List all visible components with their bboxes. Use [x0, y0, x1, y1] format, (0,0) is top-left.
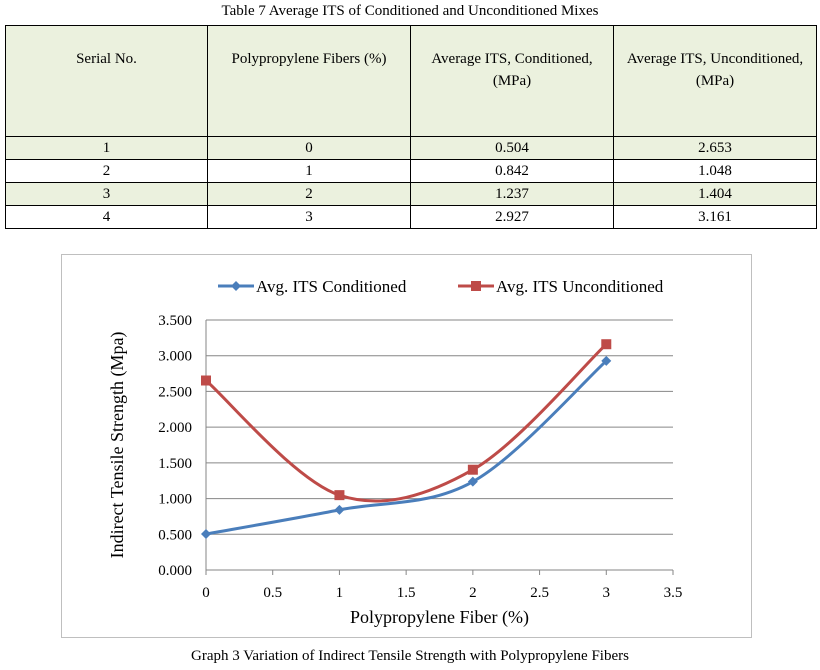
cell-its-unconditioned: 1.048 [613, 159, 817, 183]
table-row: 1 0 0.504 2.653 [5, 136, 817, 160]
x-tick-label: 1.5 [397, 585, 416, 601]
cell-fiber-percent: 2 [207, 182, 411, 206]
cell-its-conditioned: 1.237 [410, 182, 614, 206]
cell-its-conditioned: 0.842 [410, 159, 614, 183]
x-tick-label: 2 [469, 585, 477, 601]
series-1-point [467, 476, 478, 487]
cell-its-unconditioned: 3.161 [613, 205, 817, 229]
y-axis-title: Indirect Tensile Strength (Mpa) [107, 332, 128, 559]
x-tick-label: 0 [202, 585, 210, 601]
y-tick-label: 0.500 [158, 527, 192, 543]
y-tick-label: 2.500 [158, 384, 192, 400]
header-polypropylene-fibers: Polypropylene Fibers (%) [207, 25, 411, 137]
y-tick-label: 3.000 [158, 349, 192, 365]
series-line-1 [205, 359, 608, 536]
x-tick-label: 2.5 [530, 585, 549, 601]
series-1-point [201, 529, 211, 539]
x-axis-title: Polypropylene Fiber (%) [350, 607, 529, 628]
its-table: Serial No. Polypropylene Fibers (%) Aver… [5, 25, 817, 229]
series-2-point [201, 375, 211, 386]
its-line-chart: 0.0000.5001.0001.5002.0002.5003.0003.500… [107, 277, 683, 628]
series-2-point [601, 339, 612, 350]
series-1-point [334, 504, 345, 515]
cell-its-unconditioned: 1.404 [613, 182, 817, 206]
header-avg-its-conditioned: Average ITS, Conditioned, (MPa) [410, 25, 614, 137]
chart-frame: 0.000 0.500 1.000 1.500 2.000 2.500 3.000 3.500… [61, 254, 752, 638]
graph-caption: Graph 3 Variation of Indirect Tensile St… [191, 648, 629, 664]
table-header-row: Serial No. Polypropylene Fibers (%) Aver… [5, 25, 817, 137]
cell-its-unconditioned: 2.653 [613, 136, 817, 160]
header-avg-its-unconditioned: Average ITS, Unconditioned, (MPa) [613, 25, 817, 137]
header-serial-no: Serial No. [5, 25, 208, 137]
table-row: 2 1 0.842 1.048 [5, 159, 817, 183]
series-2-point [467, 464, 478, 475]
table-row: 3 2 1.237 1.404 [5, 182, 817, 206]
series-2-point [334, 490, 345, 501]
legend-marker-1 [231, 281, 241, 291]
cell-its-conditioned: 2.927 [410, 205, 614, 229]
series-line-2 [205, 343, 608, 503]
cell-serial-no: 4 [5, 205, 208, 229]
x-tick-label: 0.5 [263, 585, 282, 601]
legend-marker-2 [471, 281, 481, 291]
y-tick-label: 0.000 [158, 563, 192, 579]
y-tick-label: 2.000 [158, 420, 192, 436]
cell-fiber-percent: 1 [207, 159, 411, 183]
cell-its-conditioned: 0.504 [410, 136, 614, 160]
legend-label-2: Avg. ITS Unconditioned [496, 277, 664, 296]
legend-label-1: Avg. ITS Conditioned [256, 277, 407, 296]
x-tick-label: 3.5 [664, 585, 683, 601]
series-1-point [601, 355, 612, 366]
y-tick-label: 3.500 [158, 313, 192, 329]
cell-serial-no: 1 [5, 136, 208, 160]
cell-serial-no: 3 [5, 182, 208, 206]
cell-fiber-percent: 3 [207, 205, 411, 229]
table-row: 4 3 2.927 3.161 [5, 205, 817, 229]
y-tick-label: 1.000 [158, 492, 192, 508]
x-tick-label: 3 [603, 585, 611, 601]
y-tick-label: 1.500 [158, 456, 192, 472]
x-tick-label: 1 [336, 585, 344, 601]
cell-fiber-percent: 0 [207, 136, 411, 160]
cell-serial-no: 2 [5, 159, 208, 183]
table-caption: Table 7 Average ITS of Conditioned and U… [221, 3, 599, 19]
